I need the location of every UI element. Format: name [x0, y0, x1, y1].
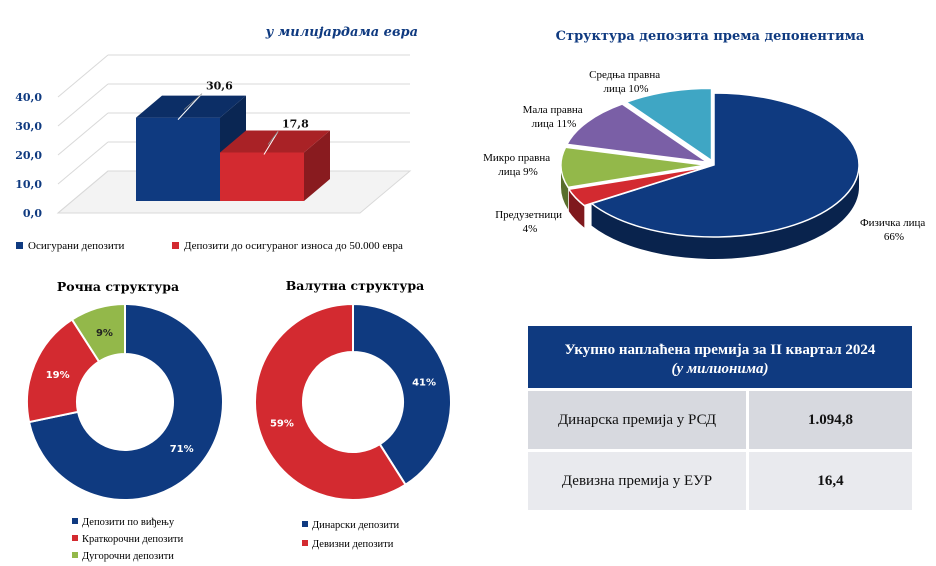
pie-label-micro: Микро правна лица 9% — [483, 152, 553, 178]
donut1-legend-label-1: Краткорочни депозити — [82, 534, 184, 545]
legend-label-insured: Осигурани депозити — [28, 240, 125, 252]
pie-label-individuals: Физичка лица 66% — [860, 217, 928, 243]
bar-value-label-1: 17,8 — [282, 117, 309, 130]
bar-leader-out-0 — [183, 93, 203, 110]
premium-row-rsd-label: Динарска премија у РСД — [528, 391, 746, 449]
premium-table-header: Укупно наплаћена премија за II квартал 2… — [528, 326, 912, 388]
bar-grid-line — [57, 83, 109, 127]
donut1-slices-slice-label-0: 71% — [170, 444, 194, 455]
donut1-legend-swatch-1 — [72, 535, 78, 541]
bar-chart-y-axis: 0,0 10,0 20,0 30,0 40,0 — [15, 91, 42, 220]
pie-label-small: Мала правна лица 11% — [523, 104, 586, 130]
donut1-slices-slice-0 — [27, 302, 224, 501]
bar-chart-bars: 30,6 17,8 — [136, 80, 330, 201]
maturity-structure-donut: Рочна структура 71% 19% 9% Депозити по виђ… — [26, 279, 224, 562]
bar-leader-out-1 — [267, 131, 279, 145]
donut1-legend-label-0: Депозити по виђењу — [82, 517, 175, 528]
depositor-structure-pie: Структура депозита према депонентима Физ… — [483, 29, 928, 259]
donut1-legend-swatch-2 — [72, 552, 78, 558]
bar-grid-line — [57, 170, 109, 214]
bar-chart-legend: Осигурани депозити Депозити до осигурано… — [16, 240, 403, 252]
donut1-slices-slice-2 — [70, 302, 126, 364]
legend-swatch-insured — [16, 242, 23, 249]
donut2-slices-slice-0 — [352, 302, 452, 487]
donut1-title: Рочна структура — [57, 279, 179, 294]
bar-y-tick-label: 20,0 — [15, 149, 42, 162]
donut2-legend-swatch-0 — [302, 521, 308, 527]
bar-y-tick-label: 30,0 — [15, 120, 42, 133]
premium-row-eur: Девизна премија у ЕУР 16,4 — [528, 452, 912, 510]
premium-summary-table: Укупно наплаћена премија за II квартал 2… — [528, 326, 912, 510]
donut2-legend-label-0: Динарски депозити — [312, 520, 400, 531]
donut2-slices: 41% 59% — [254, 302, 452, 501]
pie-chart-title: Структура депозита према депонентима — [556, 29, 865, 44]
currency-structure-donut: Валутна структура 41% 59% Динарски депози… — [254, 278, 452, 550]
pie-slice-3 — [565, 103, 708, 164]
pie-label-medium: Средња правна лица 10% — [589, 69, 663, 95]
legend-swatch-up-to-limit — [172, 242, 179, 249]
donut1-legend: Депозити по виђењу Краткорочни депозити … — [72, 517, 184, 562]
bar-y-tick-label: 40,0 — [15, 91, 42, 104]
bar-grid-line — [57, 112, 109, 156]
premium-row-rsd-value: 1.094,8 — [749, 391, 912, 449]
pie-slice-1 — [567, 166, 707, 207]
pie-chart-slices — [560, 87, 860, 259]
donut1-slices-slice-label-2: 9% — [96, 328, 113, 339]
donut2-slices-slice-1 — [254, 302, 407, 501]
pie-slice-4 — [624, 87, 713, 162]
bar-front-0 — [136, 117, 220, 201]
bar-chart-title: у милијардама евра — [265, 25, 418, 40]
donut2-slices-slice-label-1: 59% — [270, 419, 294, 430]
bar-front-1 — [220, 152, 304, 201]
donut1-legend-swatch-0 — [72, 518, 78, 524]
bar-leader-0 — [177, 93, 203, 120]
donut2-title: Валутна структура — [286, 278, 425, 293]
premium-row-eur-value: 16,4 — [749, 452, 912, 510]
insured-deposits-bar-chart: у милијардама евра 0,0 10,0 20,0 30,0 40,0 3… — [15, 25, 418, 252]
donut2-slices-slice-label-0: 41% — [412, 377, 436, 388]
premium-table-subtitle: (у милионима) — [671, 361, 769, 377]
bar-side-1 — [304, 130, 330, 201]
pie-side-0 — [591, 165, 859, 259]
premium-row-eur-label: Девизна премија у ЕУР — [528, 452, 746, 510]
donut1-slices-slice-label-1: 19% — [46, 370, 70, 381]
bar-y-tick-label: 10,0 — [15, 178, 42, 191]
donut1-legend-label-2: Дугорочни депозити — [82, 551, 174, 562]
pie-slice-2 — [560, 146, 707, 189]
pie-side-1 — [568, 189, 585, 228]
pie-side-2 — [561, 165, 569, 210]
bar-grid-line — [57, 141, 109, 185]
pie-label-entrepreneurs: Предузетници 4% — [495, 209, 565, 235]
donut2-legend-label-1: Девизни депозити — [312, 539, 394, 550]
donut2-legend-swatch-1 — [302, 540, 308, 546]
pie-chart-labels: Физичка лица 66% Предузетници 4% Микро п… — [483, 69, 928, 243]
bar-grid-line — [57, 54, 109, 98]
bar-value-label-0: 30,6 — [206, 80, 233, 93]
donut1-slices: 71% 19% 9% — [26, 302, 224, 501]
legend-label-up-to-limit: Депозити до осигураног износа до 50.000 … — [184, 240, 403, 252]
premium-table-title: Укупно наплаћена премија за II квартал 2… — [564, 342, 876, 358]
bar-leader-1 — [263, 131, 279, 155]
bar-y-tick-label: 0,0 — [23, 207, 42, 220]
premium-row-rsd: Динарска премија у РСД 1.094,8 — [528, 391, 912, 449]
bar-top-1 — [220, 130, 330, 153]
bar-top-0 — [136, 95, 246, 118]
donut2-legend: Динарски депозити Девизни депозити — [302, 520, 400, 550]
pie-slice-0 — [589, 92, 860, 238]
